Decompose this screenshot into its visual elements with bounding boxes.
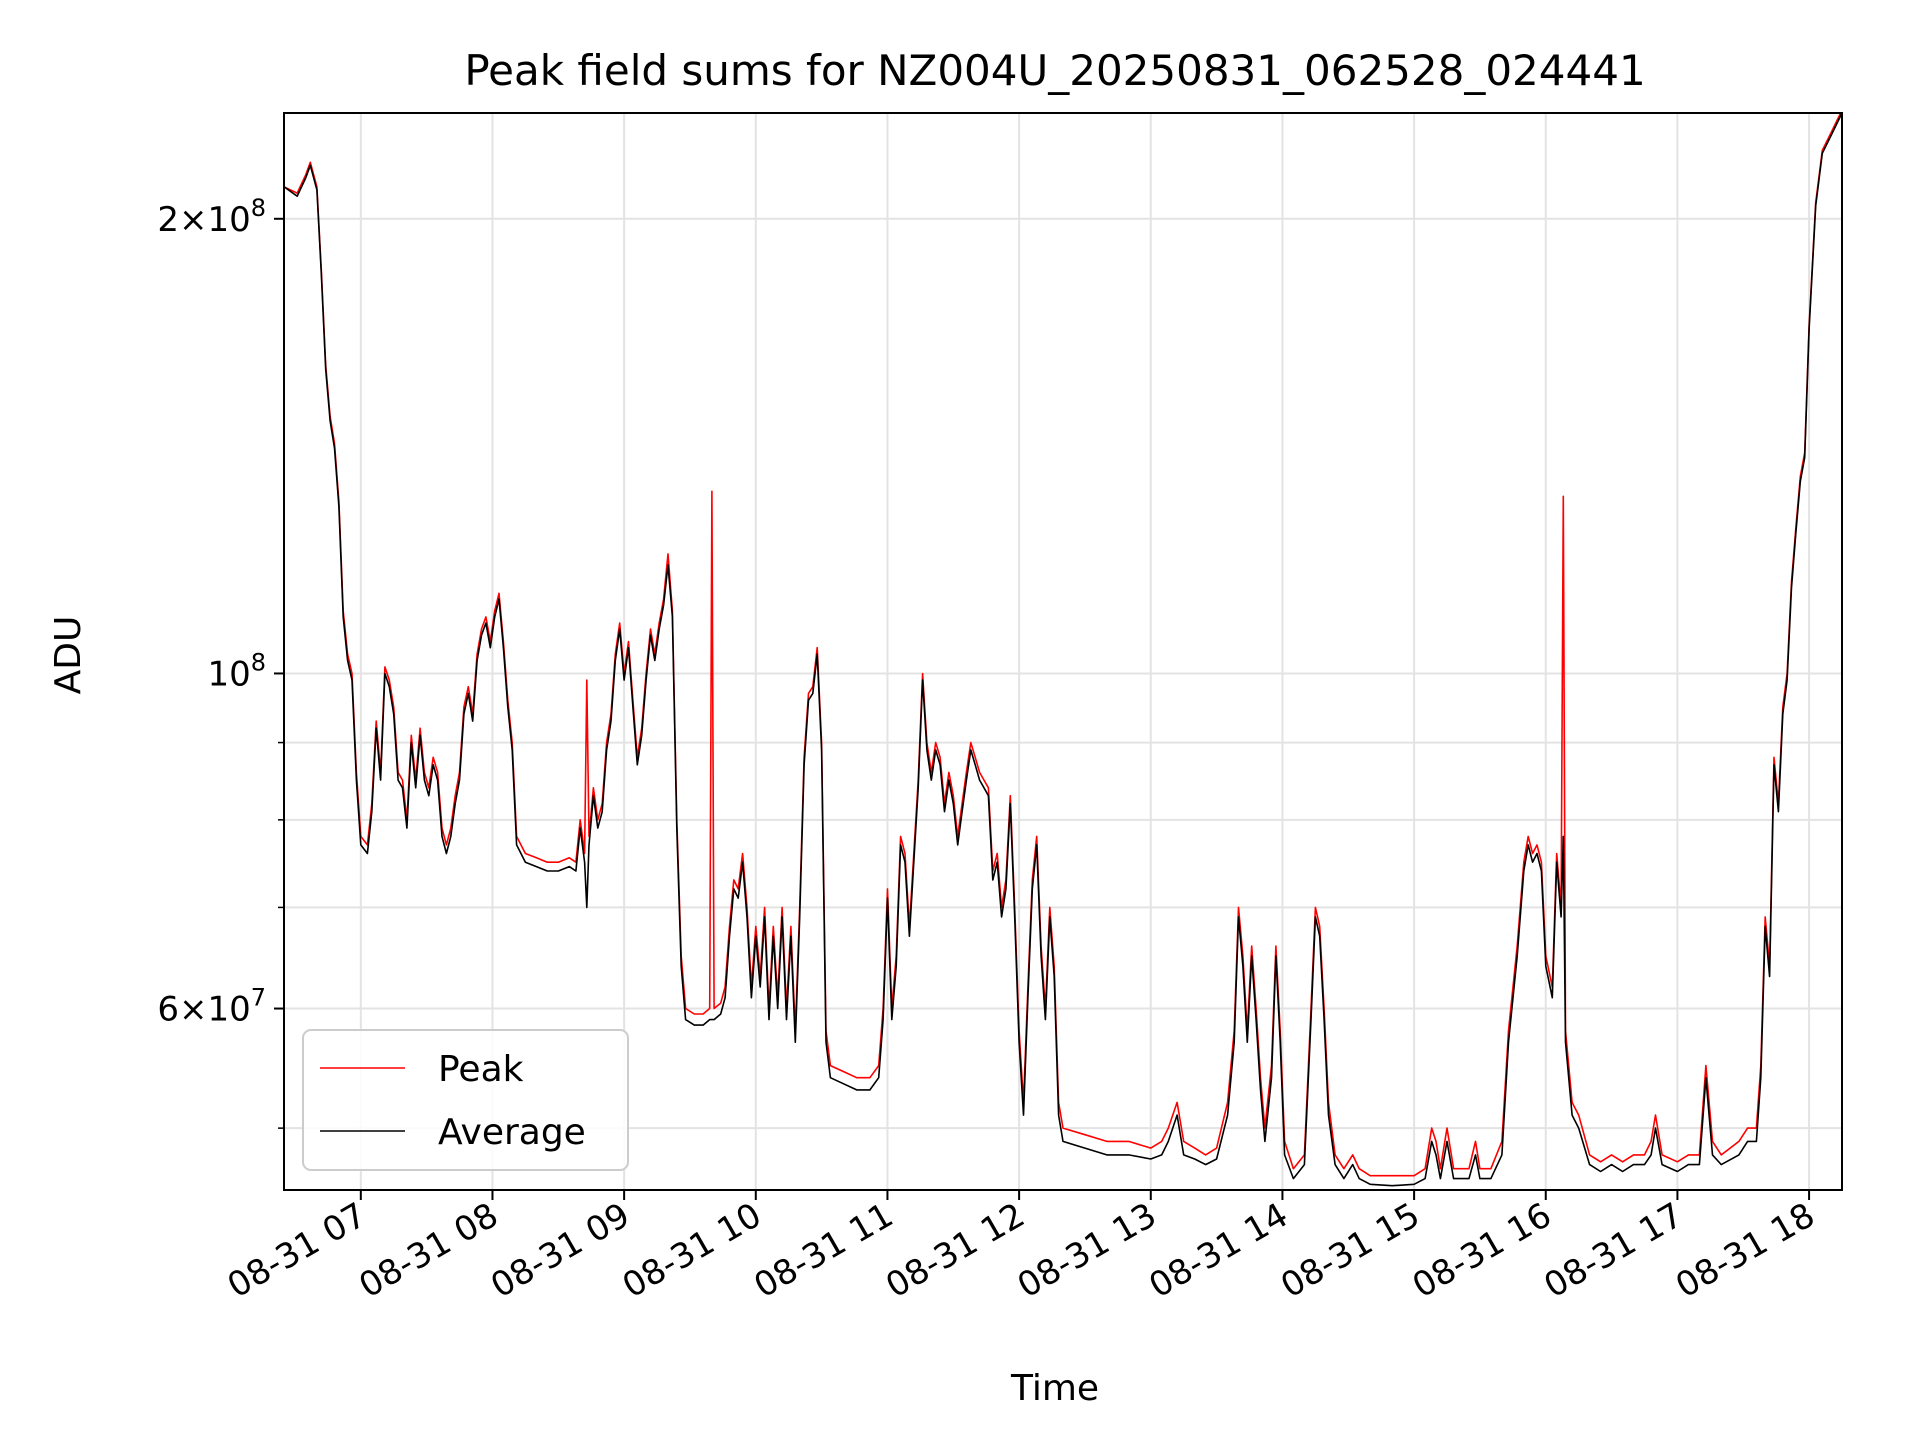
series-line-average [284, 113, 1842, 1187]
grid [284, 113, 1842, 1190]
chart-title: Peak field sums for NZ004U_20250831_0625… [464, 46, 1645, 95]
legend-box [302, 1029, 629, 1171]
y-tick-label: 108 [207, 648, 266, 694]
series-layer [284, 113, 1842, 1187]
y-axis: 2×108 108 6×107 [157, 194, 284, 1129]
y-tick-label: 6×107 [157, 984, 266, 1030]
legend-peak-label: Peak [438, 1049, 524, 1090]
plot-frame [283, 112, 1843, 1191]
legend-average-label: Average [438, 1112, 586, 1153]
legend: Peak Average [302, 1029, 629, 1171]
y-tick-label: 2×108 [157, 194, 266, 240]
y-axis-label: ADU [48, 616, 89, 695]
series-line-peak [284, 113, 1842, 1177]
x-axis-label: Time [1010, 1368, 1099, 1409]
